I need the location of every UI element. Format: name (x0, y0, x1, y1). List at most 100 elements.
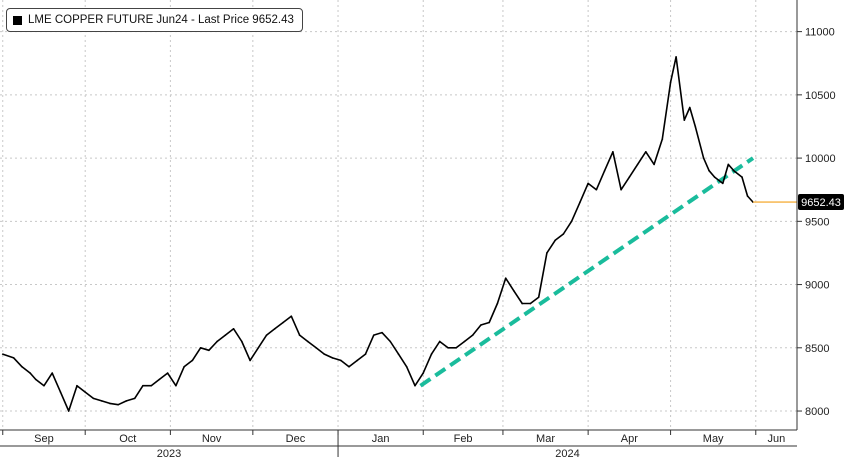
price-point (84, 391, 86, 393)
price-point (142, 384, 144, 387)
x-tick-label: Nov (202, 433, 222, 445)
price-point (183, 365, 185, 368)
price-point (224, 334, 227, 336)
price-point (430, 353, 433, 355)
x-tick-label: May (703, 433, 724, 445)
price-point (175, 384, 177, 387)
price-point (109, 402, 111, 405)
price-point (100, 400, 103, 402)
price-point (708, 169, 710, 172)
legend: LME COPPER FUTURE Jun24 - Last Price 965… (6, 8, 303, 32)
price-point (21, 365, 23, 368)
x-tick-label: Sep (34, 433, 54, 445)
price-point (414, 384, 416, 387)
price-point (562, 233, 565, 235)
x-tick-label: Dec (286, 433, 306, 445)
last-price-label: 9652.43 (801, 197, 841, 209)
price-point (166, 372, 169, 374)
price-point (570, 220, 573, 223)
x-axis: Sep Oct Nov Dec Jan Feb Mar Apr May Jun 2023 2024 (0, 429, 797, 460)
price-point (455, 346, 458, 349)
price-point (298, 334, 301, 336)
price-point (438, 340, 441, 343)
price-point (463, 340, 466, 343)
price-point (339, 359, 342, 362)
price-point (92, 397, 95, 400)
y-tick-label: 10000 (805, 153, 836, 165)
y-axis: 8000 8500 9000 9500 10000 10500 11000 (796, 0, 836, 430)
trendline-layer (419, 156, 755, 388)
year-label: 2024 (555, 448, 579, 460)
price-point (721, 182, 724, 185)
price-point (694, 125, 697, 128)
y-tick-label: 8500 (805, 343, 829, 355)
price-point (521, 302, 523, 305)
price-point (1, 353, 4, 355)
price-point (364, 353, 367, 355)
price-point (158, 378, 161, 381)
price-point (43, 384, 45, 387)
price-point (628, 176, 631, 178)
price-point (447, 346, 449, 349)
price-point (290, 315, 293, 317)
price-point (612, 150, 614, 153)
price-point (331, 357, 334, 359)
price-point (76, 384, 78, 387)
price-point (683, 119, 686, 121)
price-line (2, 56, 754, 412)
price-point (480, 324, 482, 326)
price-point (125, 400, 128, 402)
price-point (59, 391, 62, 393)
price-point (579, 201, 581, 204)
legend-swatch (13, 15, 22, 25)
price-point (150, 384, 152, 387)
y-tick-label: 8000 (805, 406, 829, 418)
price-point (488, 321, 490, 324)
price-point (620, 188, 622, 191)
price-point (274, 328, 276, 330)
price-point (34, 378, 37, 381)
price-point (381, 331, 383, 334)
price-point (241, 340, 243, 343)
price-point (603, 169, 606, 172)
price-point (587, 182, 589, 185)
last-price-badge (798, 194, 844, 211)
y-tick-label: 9500 (805, 216, 829, 228)
price-point (191, 359, 194, 362)
price-point (232, 328, 235, 330)
price-point (746, 195, 749, 197)
price-point (29, 372, 32, 374)
x-tick-label: Oct (119, 433, 136, 445)
price-point (669, 81, 672, 84)
price-point (422, 372, 425, 374)
price-point (741, 176, 743, 178)
price-point (117, 403, 119, 406)
price-point (356, 359, 359, 362)
price-point (282, 321, 284, 324)
last-price-layer: 9652.43 (753, 194, 844, 211)
x-tick-label: Mar (536, 433, 555, 445)
x-tick-label: Apr (621, 433, 638, 445)
price-point (323, 353, 326, 355)
price-point (12, 357, 15, 359)
price-point (636, 163, 639, 166)
price-point (67, 410, 70, 412)
price-point (265, 334, 268, 336)
price-point (208, 349, 210, 352)
price-point (133, 397, 136, 400)
gridlines (0, 0, 797, 430)
price-point (689, 106, 691, 109)
x-tick-label: Jan (372, 433, 390, 445)
price-point (675, 56, 677, 58)
y-tick-label: 10500 (805, 90, 836, 102)
price-point (216, 340, 218, 343)
price-point (397, 353, 400, 355)
price-point (595, 188, 598, 191)
year-label: 2023 (157, 448, 181, 460)
price-point (372, 334, 375, 336)
y-tick-label: 11000 (805, 27, 835, 39)
x-tick-label: Jun (768, 433, 786, 445)
price-point (554, 239, 556, 242)
price-point (702, 157, 705, 159)
